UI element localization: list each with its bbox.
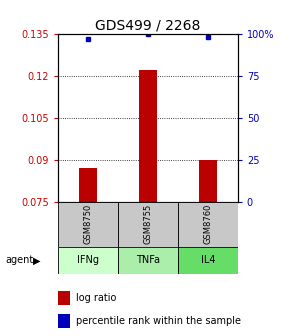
Text: TNFa: TNFa	[136, 255, 160, 265]
Text: GSM8755: GSM8755	[143, 204, 153, 244]
Text: percentile rank within the sample: percentile rank within the sample	[76, 316, 241, 326]
Text: IFNg: IFNg	[77, 255, 99, 265]
Text: agent: agent	[6, 255, 34, 265]
Bar	[58, 291, 70, 305]
Text: log ratio: log ratio	[76, 293, 117, 303]
Text: GSM8750: GSM8750	[84, 204, 93, 244]
Title: GDS499 / 2268: GDS499 / 2268	[95, 18, 201, 33]
Bar	[58, 247, 118, 274]
Bar	[178, 202, 238, 247]
Bar	[118, 247, 178, 274]
Text: ▶: ▶	[33, 255, 41, 265]
Bar	[58, 202, 118, 247]
Bar	[79, 168, 97, 202]
Bar	[58, 314, 70, 328]
Bar	[178, 247, 238, 274]
Text: IL4: IL4	[201, 255, 215, 265]
Bar	[118, 202, 178, 247]
Bar	[199, 160, 217, 202]
Text: GSM8760: GSM8760	[203, 204, 212, 245]
Bar	[139, 70, 157, 202]
